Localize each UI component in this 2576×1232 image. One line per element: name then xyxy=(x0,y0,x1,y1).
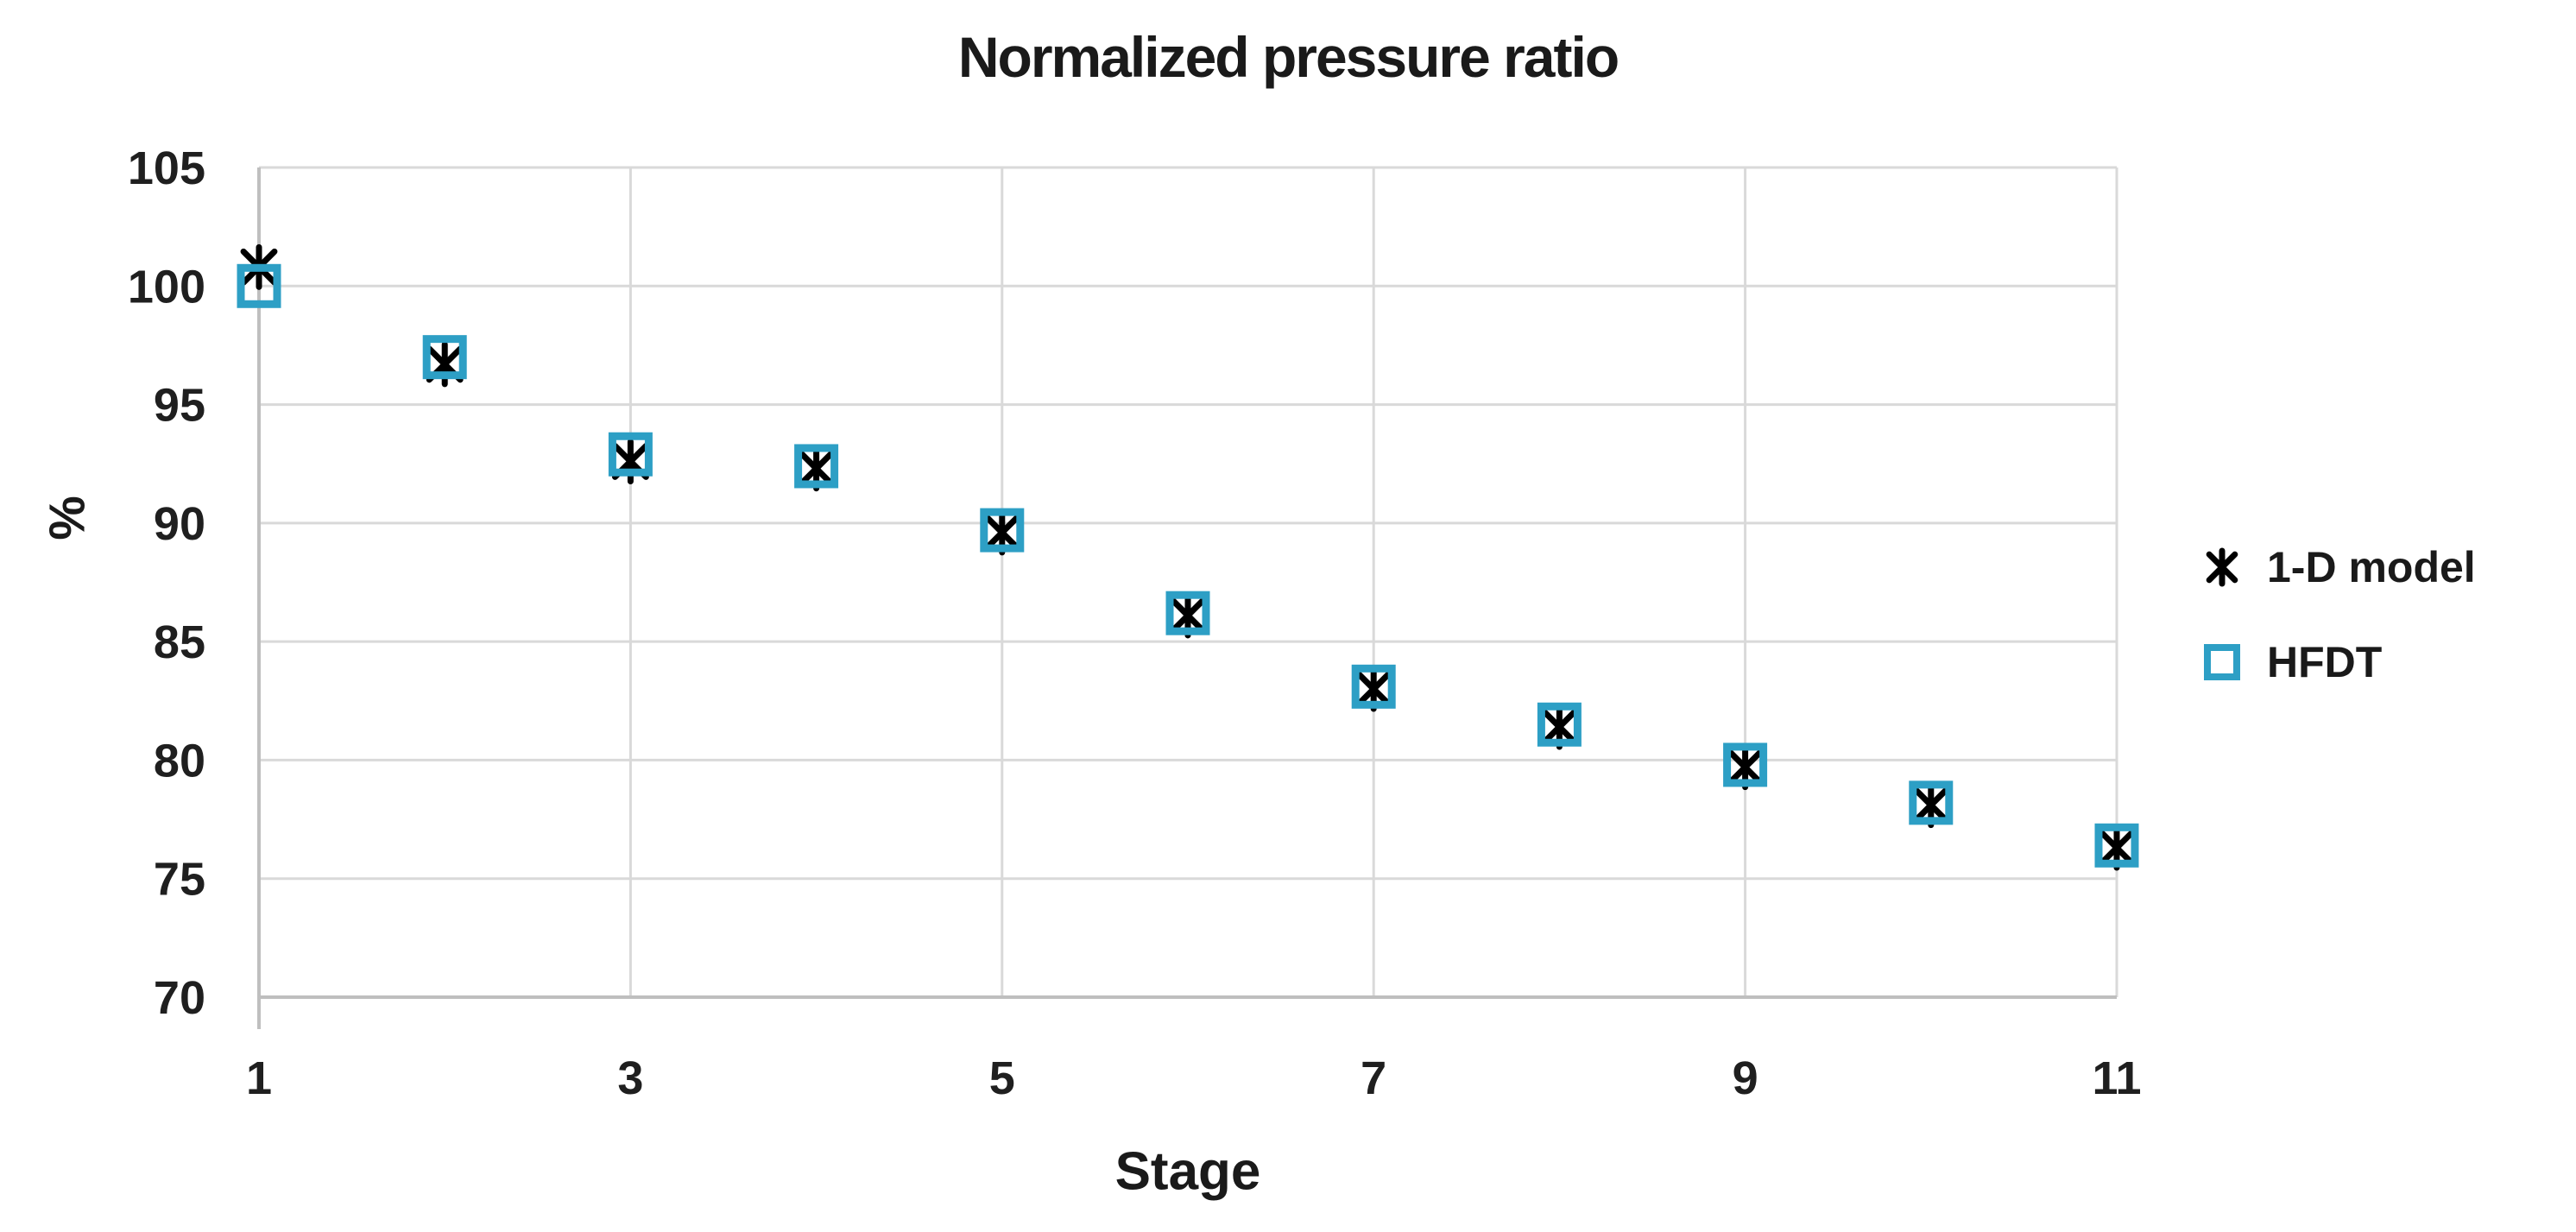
y-tick-label-100: 100 xyxy=(128,261,205,313)
marker-hfdt-stage-3 xyxy=(608,432,653,477)
x-tick-label-11: 11 xyxy=(2092,1052,2141,1104)
y-tick-label-75: 75 xyxy=(154,854,205,906)
marker-hfdt-stage-5 xyxy=(980,508,1025,553)
marker-hfdt-stage-11 xyxy=(2094,823,2139,868)
legend-label-hfdt: HFDT xyxy=(2267,638,2383,686)
y-tick-label-105: 105 xyxy=(128,142,205,194)
open-square-glyph xyxy=(2204,644,2240,680)
y-tick-label-90: 90 xyxy=(154,498,205,550)
asterisk-glyph xyxy=(2206,547,2238,587)
marker-hfdt-stage-9 xyxy=(1723,742,1768,787)
marker-hfdt-stage-8 xyxy=(1537,702,1582,747)
legend-label-1d-model: 1-D model xyxy=(2267,543,2476,591)
asterisk-marker-icon xyxy=(2206,547,2238,587)
x-tick-label-9: 9 xyxy=(1733,1052,1758,1104)
y-tick-label-70: 70 xyxy=(154,972,205,1024)
marker-hfdt-stage-1 xyxy=(237,263,281,308)
x-tick-label-3: 3 xyxy=(617,1052,643,1104)
marker-hfdt-stage-2 xyxy=(422,335,467,380)
open-square-marker-icon xyxy=(2204,644,2240,680)
legend-item-hfdt: HFDT xyxy=(2200,637,2476,687)
x-tick-label-7: 7 xyxy=(1361,1052,1386,1104)
legend: 1-D model HFDT xyxy=(2200,542,2476,687)
marker-hfdt-stage-10 xyxy=(1909,780,1954,825)
marker-hfdt-stage-4 xyxy=(794,444,839,489)
x-tick-label-1: 1 xyxy=(246,1052,272,1104)
y-tick-label-80: 80 xyxy=(154,735,205,787)
x-axis-title: Stage xyxy=(1114,1141,1261,1202)
y-tick-label-85: 85 xyxy=(154,616,205,668)
y-tick-label-95: 95 xyxy=(154,380,205,432)
x-tick-label-5: 5 xyxy=(989,1052,1015,1104)
chart-title: Normalized pressure ratio xyxy=(957,25,1619,89)
marker-hfdt-stage-6 xyxy=(1165,591,1210,635)
marker-hfdt-stage-7 xyxy=(1351,664,1396,709)
legend-item-1d-model: 1-D model xyxy=(2200,542,2476,592)
